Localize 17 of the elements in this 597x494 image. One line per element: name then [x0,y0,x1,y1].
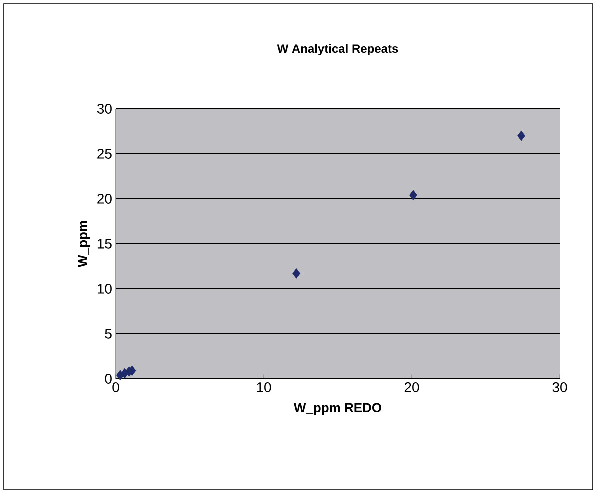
y-tick-label: 20 [98,194,112,204]
y-axis-title: W_ppm [78,221,90,268]
y-tick-label: 5 [105,329,112,339]
point [518,130,526,142]
point [292,268,301,279]
y-tick-label: 25 [98,149,112,159]
y-tick-label: 30 [97,104,112,114]
y-tick-label: 10 [98,284,112,294]
x-tick-label: 10 [257,382,272,392]
point [410,190,418,201]
y-tick-label: 0 [105,374,112,384]
x-tick-label: 20 [404,382,420,392]
chart-title: W Analytical Repeats [277,44,398,56]
x-axis-title: W_ppm REDO [294,403,382,416]
y-tick-label: 15 [98,239,112,249]
x-tick-label: 30 [552,382,568,392]
x-tick-label: 0 [112,382,120,392]
